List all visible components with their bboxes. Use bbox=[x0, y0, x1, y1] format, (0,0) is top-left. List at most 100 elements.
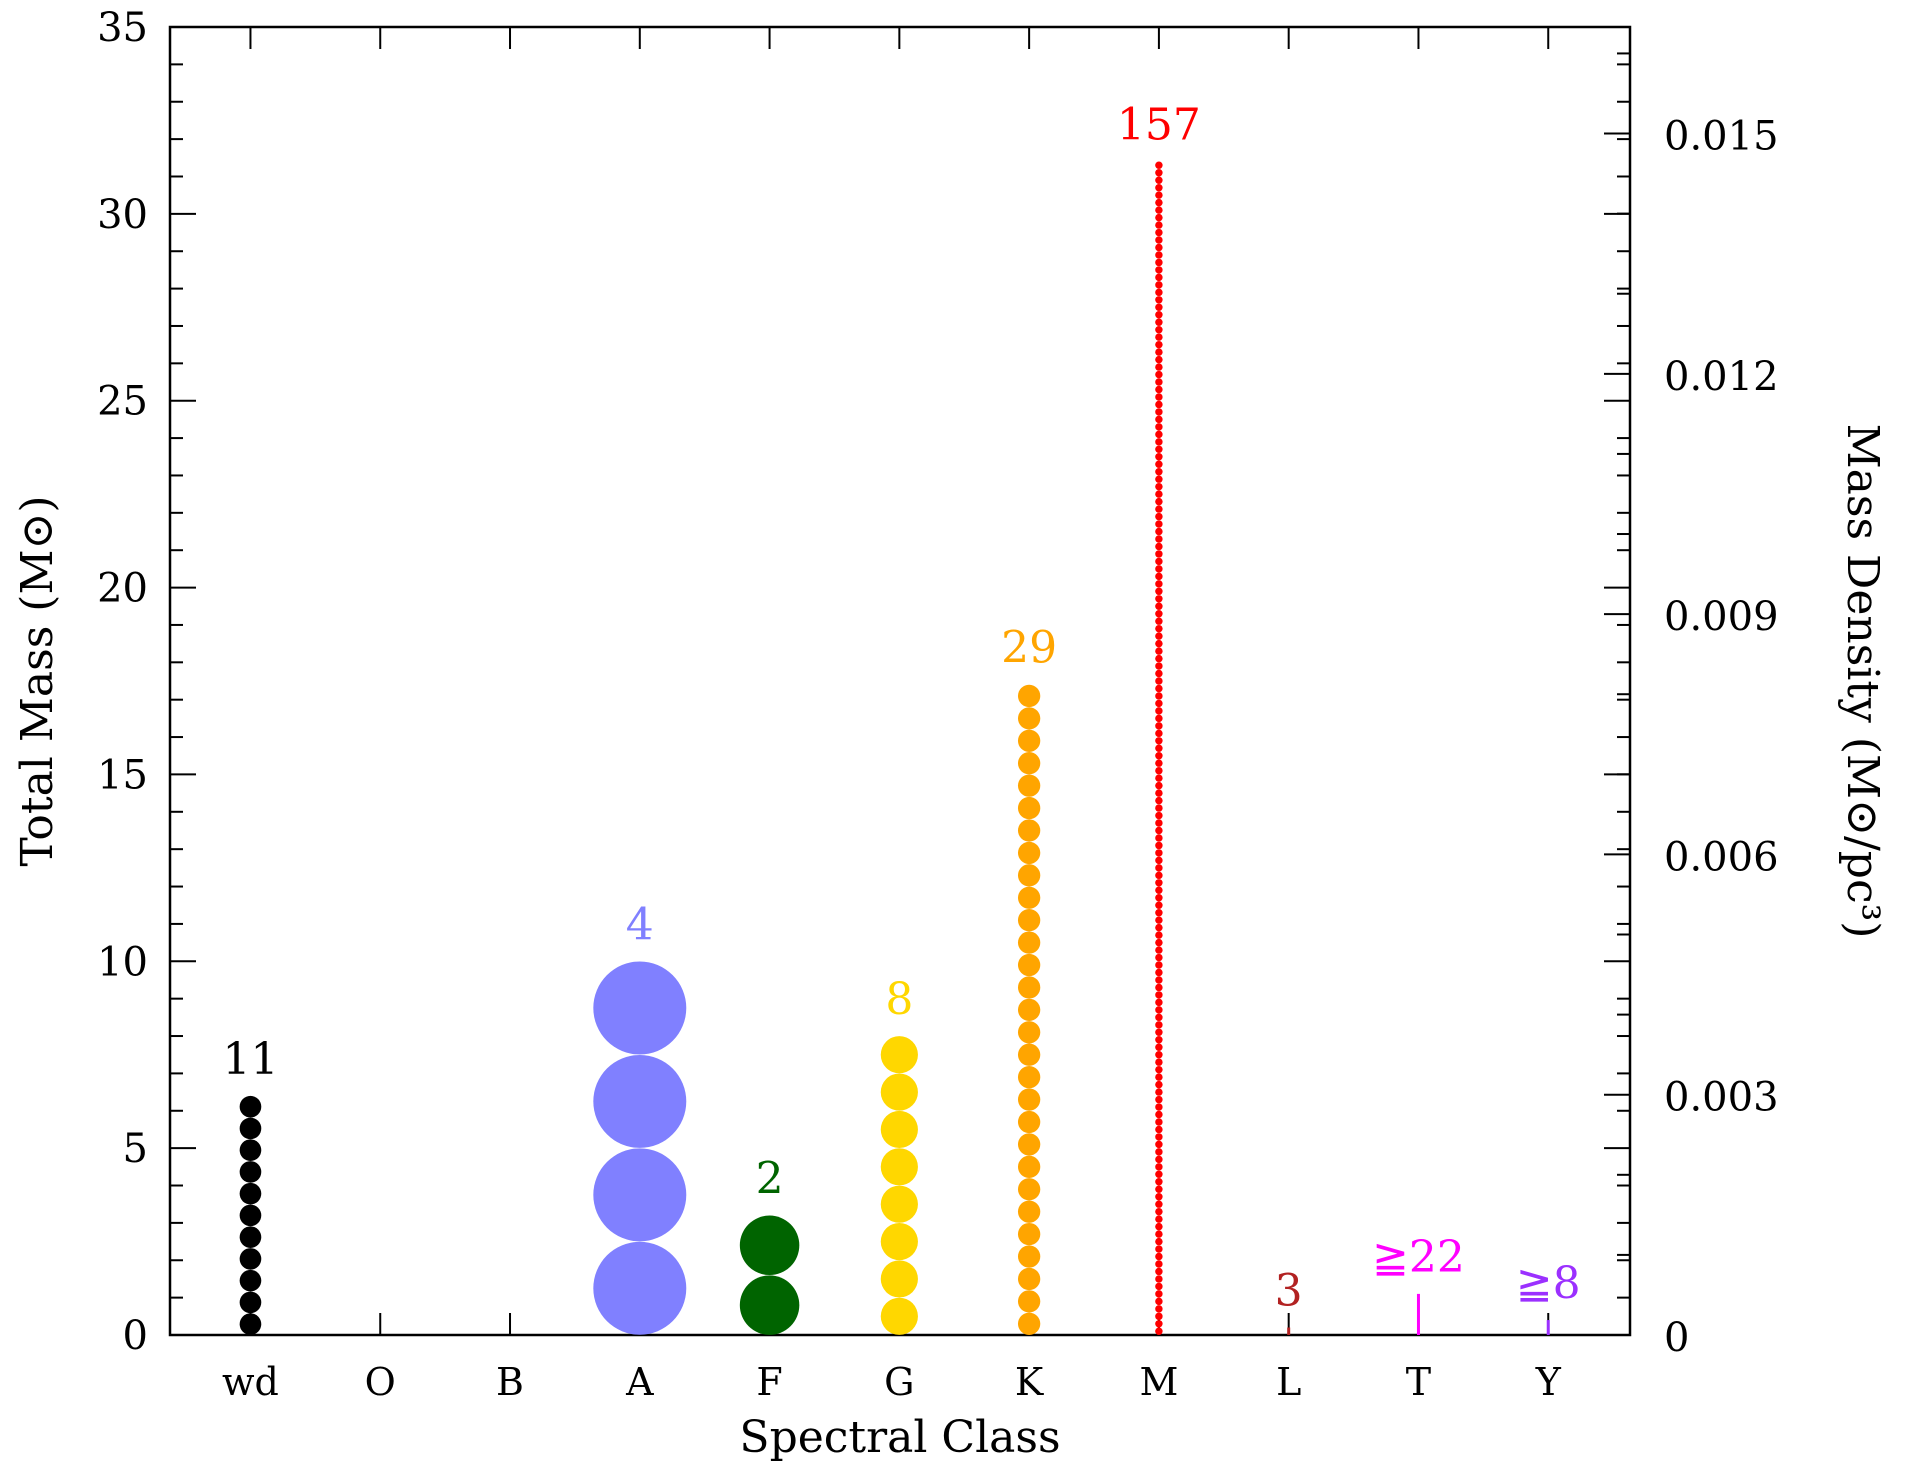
star-marker bbox=[1155, 572, 1163, 581]
star-marker bbox=[1155, 557, 1163, 566]
star-marker bbox=[1155, 811, 1163, 820]
star-marker bbox=[1155, 1178, 1163, 1186]
star-marker bbox=[1155, 565, 1163, 573]
star-marker bbox=[1155, 1200, 1163, 1208]
star-marker bbox=[1155, 1110, 1163, 1119]
star-marker bbox=[1155, 512, 1163, 521]
star-marker bbox=[1017, 976, 1041, 999]
star-marker bbox=[1155, 894, 1163, 902]
star-marker bbox=[1017, 841, 1041, 865]
star-marker bbox=[1155, 804, 1163, 812]
count-label: 8 bbox=[885, 974, 913, 1025]
star-marker bbox=[1017, 1267, 1041, 1291]
star-marker bbox=[1155, 901, 1163, 909]
y-right-tick-label: 0.006 bbox=[1664, 834, 1779, 880]
star-marker bbox=[1017, 864, 1041, 887]
star-marker bbox=[1155, 1065, 1163, 1074]
star-marker bbox=[1155, 819, 1163, 827]
star-marker bbox=[593, 961, 687, 1055]
star-marker bbox=[1155, 639, 1163, 648]
count-label: 2 bbox=[756, 1153, 784, 1204]
star-marker bbox=[1017, 729, 1041, 752]
star-marker bbox=[1155, 281, 1163, 289]
star-marker bbox=[739, 1275, 800, 1335]
star-marker bbox=[1155, 669, 1163, 678]
star-marker bbox=[1155, 161, 1163, 169]
star-marker bbox=[1017, 752, 1041, 775]
star-marker bbox=[1155, 729, 1163, 738]
star-marker bbox=[1017, 796, 1041, 820]
x-tick-label: A bbox=[625, 1360, 654, 1404]
star-marker bbox=[1155, 296, 1163, 304]
star-marker bbox=[1155, 1125, 1163, 1134]
star-marker bbox=[1017, 909, 1041, 932]
count-label: 3 bbox=[1275, 1266, 1303, 1317]
star-marker bbox=[1155, 191, 1163, 199]
x-tick-label: T bbox=[1406, 1360, 1431, 1404]
star-marker bbox=[1155, 325, 1163, 334]
x-tick-label: B bbox=[496, 1360, 524, 1404]
star-marker bbox=[1155, 1080, 1163, 1089]
star-marker bbox=[1017, 1290, 1041, 1313]
star-marker bbox=[1155, 1230, 1163, 1238]
star-marker bbox=[1155, 363, 1163, 371]
star-marker bbox=[1155, 1237, 1163, 1246]
y-right-tick-label: 0.009 bbox=[1664, 594, 1779, 640]
star-marker bbox=[1155, 1103, 1163, 1111]
star-marker bbox=[1155, 355, 1163, 364]
star-marker bbox=[1155, 348, 1163, 356]
star-marker bbox=[1017, 819, 1041, 842]
star-marker bbox=[880, 1297, 918, 1335]
y-tick-label: 35 bbox=[97, 5, 148, 51]
star-marker bbox=[1155, 243, 1163, 252]
star-marker bbox=[1155, 333, 1163, 341]
star-marker bbox=[1155, 595, 1163, 603]
star-marker bbox=[1155, 856, 1163, 865]
star-marker bbox=[239, 1117, 262, 1140]
star-marker bbox=[1155, 983, 1163, 992]
star-marker bbox=[1155, 497, 1163, 506]
star-marker bbox=[1155, 535, 1163, 543]
x-tick-label: O bbox=[365, 1360, 396, 1404]
star-marker bbox=[239, 1269, 262, 1292]
y-tick-label: 5 bbox=[123, 1126, 148, 1172]
star-marker bbox=[1155, 1222, 1163, 1231]
star-marker bbox=[1155, 841, 1163, 850]
star-marker bbox=[1017, 998, 1041, 1022]
x-tick-label: L bbox=[1276, 1360, 1301, 1404]
star-marker bbox=[1155, 1021, 1163, 1029]
count-label: 29 bbox=[1001, 623, 1057, 674]
star-marker bbox=[1155, 1133, 1163, 1141]
x-tick-label: G bbox=[884, 1360, 914, 1404]
x-axis-title: Spectral Class bbox=[739, 1412, 1060, 1463]
star-marker bbox=[1155, 273, 1163, 282]
star-marker bbox=[1155, 176, 1163, 184]
y-right-axis-title: Mass Density (M⊙/pc³) bbox=[1837, 424, 1888, 939]
star-marker bbox=[1155, 684, 1163, 693]
star-marker bbox=[1155, 662, 1163, 670]
y-tick-label: 0 bbox=[123, 1313, 148, 1359]
star-marker bbox=[239, 1291, 262, 1314]
star-marker bbox=[1155, 266, 1163, 274]
star-marker bbox=[593, 1148, 687, 1242]
star-marker bbox=[1155, 849, 1163, 857]
y-axis-title: Total Mass (M⊙) bbox=[12, 495, 63, 866]
star-marker bbox=[1017, 1312, 1041, 1335]
star-marker bbox=[1155, 938, 1163, 947]
star-marker bbox=[1155, 692, 1163, 700]
star-marker bbox=[1155, 385, 1163, 394]
x-tick-label: Y bbox=[1535, 1360, 1562, 1404]
star-marker bbox=[1155, 931, 1163, 939]
star-marker bbox=[1155, 423, 1163, 431]
star-marker bbox=[1155, 722, 1163, 730]
star-marker bbox=[1155, 460, 1163, 468]
star-marker bbox=[1155, 953, 1163, 962]
x-tick-label: wd bbox=[222, 1360, 279, 1404]
star-marker bbox=[880, 1073, 918, 1111]
x-tick-label: K bbox=[1015, 1360, 1044, 1404]
star-marker bbox=[1155, 624, 1163, 633]
star-marker bbox=[239, 1313, 262, 1335]
star-marker bbox=[1155, 998, 1163, 1007]
star-marker bbox=[1155, 1282, 1163, 1291]
star-marker bbox=[1155, 169, 1163, 177]
